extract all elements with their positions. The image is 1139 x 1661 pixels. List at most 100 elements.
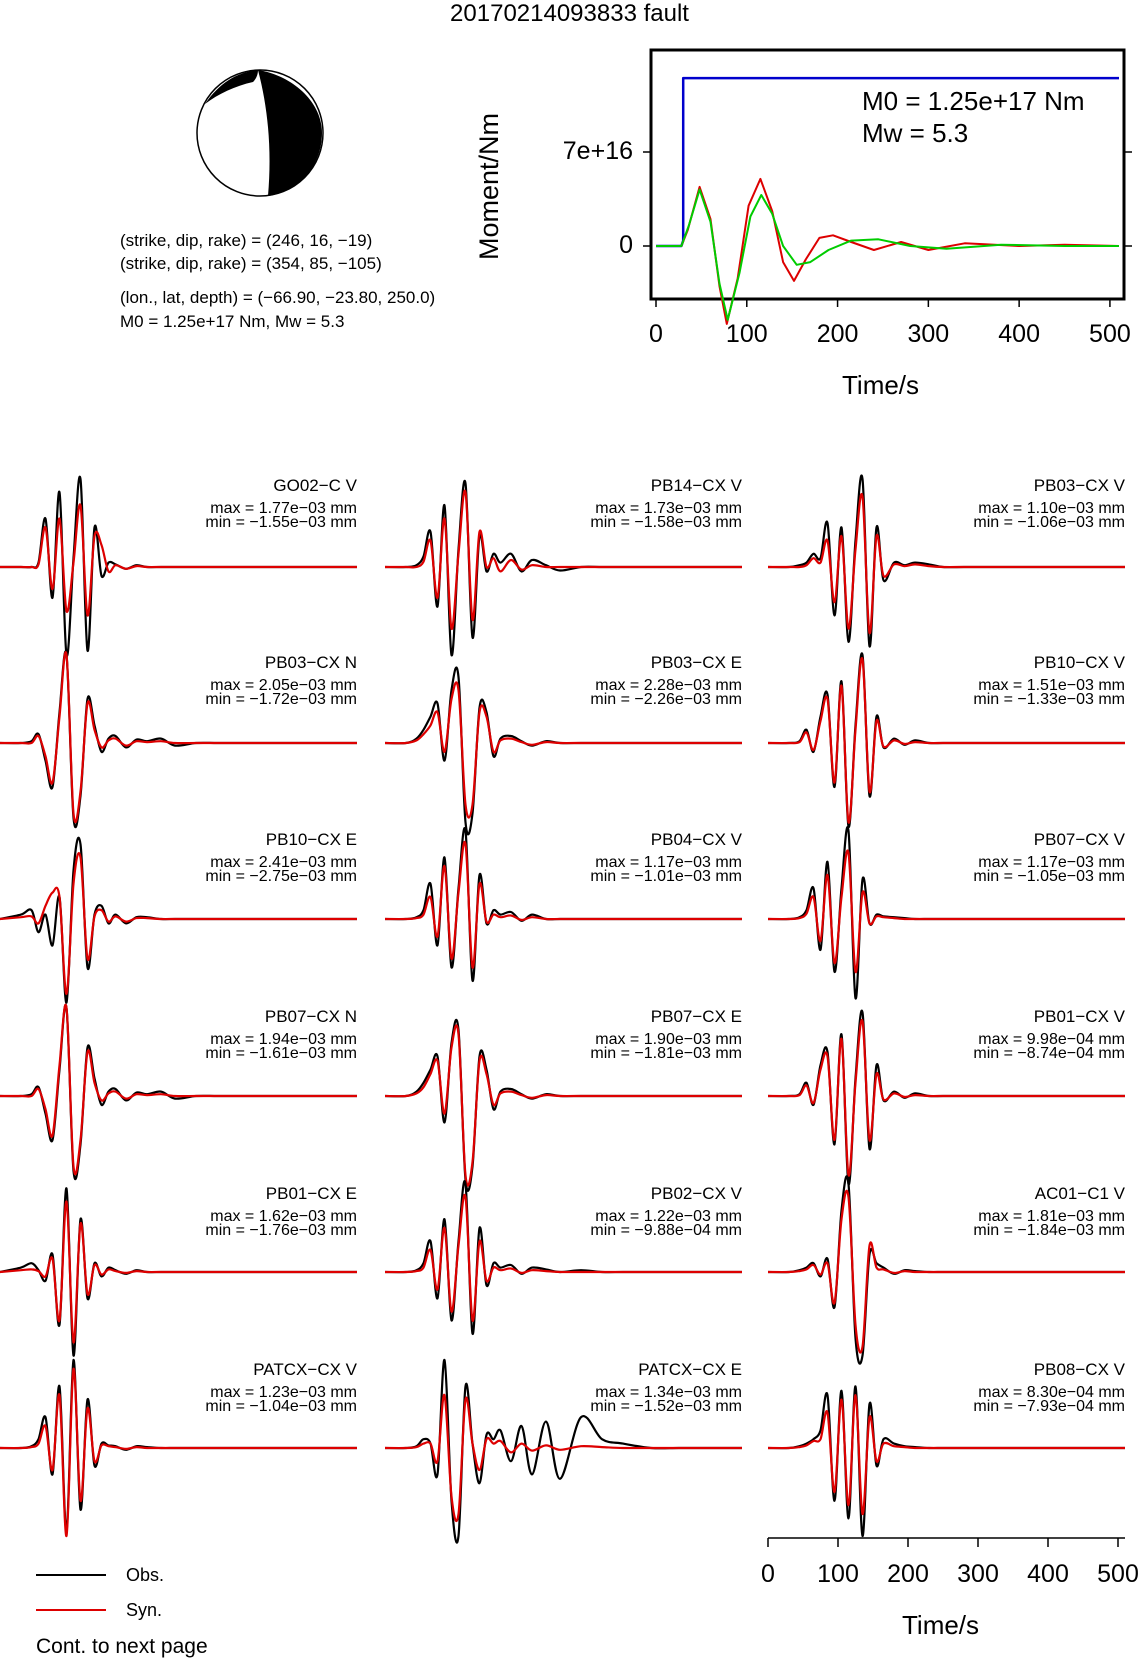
trace-max-label: max = 9.98e−04 mm	[978, 1031, 1125, 1048]
trace-syn-waveform	[384, 681, 742, 819]
trace-max-label: max = 1.94e−03 mm	[210, 1031, 357, 1048]
trace-min-label: min = −1.52e−03 mm	[590, 1398, 742, 1415]
moment-x-tick-label: 300	[907, 320, 950, 348]
beachball	[196, 69, 324, 197]
trace-station-label: PB02−CX V	[650, 1184, 742, 1203]
trace-station-label: GO02−C V	[273, 476, 357, 495]
waveform-x-tick-label: 200	[887, 1560, 929, 1588]
trace-max-label: max = 1.77e−03 mm	[210, 500, 357, 517]
trace-max-label: max = 1.17e−03 mm	[595, 854, 742, 871]
trace-syn-waveform	[767, 849, 1125, 973]
trace-station-label: PB07−CX V	[1033, 830, 1125, 849]
trace-syn-waveform	[767, 1394, 1125, 1516]
moment-magnitude-info: M0 = 1.25e+17 Nm, Mw = 5.3	[120, 312, 345, 331]
trace-min-label: min = −1.33e−03 mm	[973, 691, 1125, 708]
trace-min-label: min = −1.05e−03 mm	[973, 868, 1125, 885]
waveform-time-axis	[767, 1537, 1125, 1547]
moment-x-tick-label: 200	[816, 320, 859, 348]
trace-station-label: AC01−C1 V	[1034, 1184, 1125, 1203]
trace-min-label: min = −8.74e−04 mm	[973, 1045, 1125, 1062]
moment-x-tick-label: 500	[1089, 320, 1131, 348]
trace-max-label: max = 1.62e−03 mm	[210, 1208, 357, 1225]
trace-min-label: min = −1.84e−03 mm	[973, 1222, 1125, 1239]
trace-station-label: PB08−CX V	[1033, 1360, 1125, 1379]
moment-plot-frame	[649, 48, 1126, 301]
trace-syn-waveform	[385, 489, 742, 630]
trace-station-label: PB10−CX V	[1033, 653, 1125, 672]
trace-syn-waveform	[0, 1003, 357, 1176]
nodal-plane-2: (strike, dip, rake) = (354, 85, −105)	[120, 254, 382, 273]
moment-series-2	[656, 188, 1119, 321]
trace-max-label: max = 1.34e−03 mm	[595, 1384, 742, 1401]
beachball-compressional-quadrant	[258, 70, 322, 196]
trace-min-label: min = −1.01e−03 mm	[590, 868, 742, 885]
trace-syn-waveform	[0, 851, 357, 995]
waveform-x-axis-label: Time/s	[902, 1610, 980, 1640]
trace-min-label: min = −1.76e−03 mm	[205, 1222, 357, 1239]
trace-station-label: PB01−CX V	[1033, 1007, 1125, 1026]
moment-x-tick-label: 0	[649, 320, 663, 348]
trace-min-label: min = −1.06e−03 mm	[973, 514, 1125, 531]
trace-max-label: max = 2.05e−03 mm	[210, 677, 357, 694]
trace-max-label: max = 2.28e−03 mm	[595, 677, 742, 694]
legend-obs-label: Obs.	[126, 1565, 165, 1585]
trace-station-label: PB04−CX V	[650, 830, 742, 849]
moment-y-axis-label: Moment/Nm	[474, 112, 504, 260]
trace-obs-waveform	[384, 827, 742, 982]
beachball-upper-wedge	[205, 70, 258, 104]
trace-max-label: max = 2.41e−03 mm	[210, 854, 357, 871]
nodal-plane-1: (strike, dip, rake) = (246, 16, −19)	[120, 231, 373, 250]
trace-max-label: max = 1.90e−03 mm	[595, 1031, 742, 1048]
trace-min-label: min = −1.81e−03 mm	[590, 1045, 742, 1062]
continue-note: Cont. to next page	[36, 1635, 208, 1658]
moment-x-axis-label: Time/s	[842, 370, 920, 400]
trace-min-label: min = −1.61e−03 mm	[205, 1045, 357, 1062]
trace-max-label: max = 1.10e−03 mm	[978, 500, 1125, 517]
trace-syn-waveform	[384, 1024, 742, 1187]
trace-syn-waveform	[0, 1367, 357, 1538]
waveform-x-tick-label: 300	[957, 1560, 999, 1588]
moment-mw-annotation: Mw = 5.3	[862, 118, 969, 148]
trace-syn-waveform	[768, 492, 1125, 635]
trace-station-label: PB07−CX N	[264, 1007, 357, 1026]
trace-min-label: min = −1.55e−03 mm	[205, 514, 357, 531]
trace-station-label: PB03−CX V	[1033, 476, 1125, 495]
waveform-x-tick-label: 0	[761, 1560, 775, 1588]
trace-syn-waveform	[0, 503, 357, 617]
trace-obs-waveform	[384, 1180, 742, 1335]
trace-max-label: max = 8.30e−04 mm	[978, 1384, 1125, 1401]
waveform-x-tick-label: 400	[1027, 1560, 1069, 1588]
trace-min-label: min = −7.93e−04 mm	[973, 1398, 1125, 1415]
moment-x-tick-label: 400	[998, 320, 1040, 348]
trace-station-label: PATCX−CX E	[638, 1360, 742, 1379]
waveform-x-tick-label: 500	[1097, 1560, 1139, 1588]
trace-syn-waveform	[767, 1189, 1125, 1354]
trace-min-label: min = −1.58e−03 mm	[590, 514, 742, 531]
trace-obs-waveform	[767, 826, 1125, 1000]
trace-obs-waveform	[767, 1175, 1125, 1365]
trace-max-label: max = 1.17e−03 mm	[978, 854, 1125, 871]
trace-station-label: PB03−CX E	[650, 653, 742, 672]
trace-syn-waveform	[384, 1394, 742, 1522]
trace-max-label: max = 1.22e−03 mm	[595, 1208, 742, 1225]
trace-max-label: max = 1.23e−03 mm	[210, 1384, 357, 1401]
moment-x-tick-label: 100	[725, 320, 768, 348]
event-location: (lon., lat, depth) = (−66.90, −23.80, 25…	[120, 288, 436, 307]
trace-syn-waveform	[0, 1200, 357, 1344]
trace-max-label: max = 1.81e−03 mm	[978, 1208, 1125, 1225]
moment-function-chart	[643, 48, 1132, 325]
trace-syn-waveform	[0, 651, 357, 823]
trace-min-label: min = −1.72e−03 mm	[205, 691, 357, 708]
trace-station-label: PB01−CX E	[265, 1184, 357, 1203]
moment-y-tick-label: 7e+16	[562, 137, 633, 165]
trace-obs-waveform	[384, 1358, 742, 1544]
trace-station-label: PB03−CX N	[264, 653, 357, 672]
trace-station-label: PB07−CX E	[650, 1007, 742, 1026]
legend-syn-label: Syn.	[126, 1600, 163, 1620]
trace-max-label: max = 1.73e−03 mm	[595, 500, 742, 517]
trace-station-label: PB14−CX V	[650, 476, 742, 495]
waveform-x-tick-label: 100	[817, 1560, 859, 1588]
trace-max-label: max = 1.51e−03 mm	[978, 677, 1125, 694]
trace-min-label: min = −2.75e−03 mm	[205, 868, 357, 885]
